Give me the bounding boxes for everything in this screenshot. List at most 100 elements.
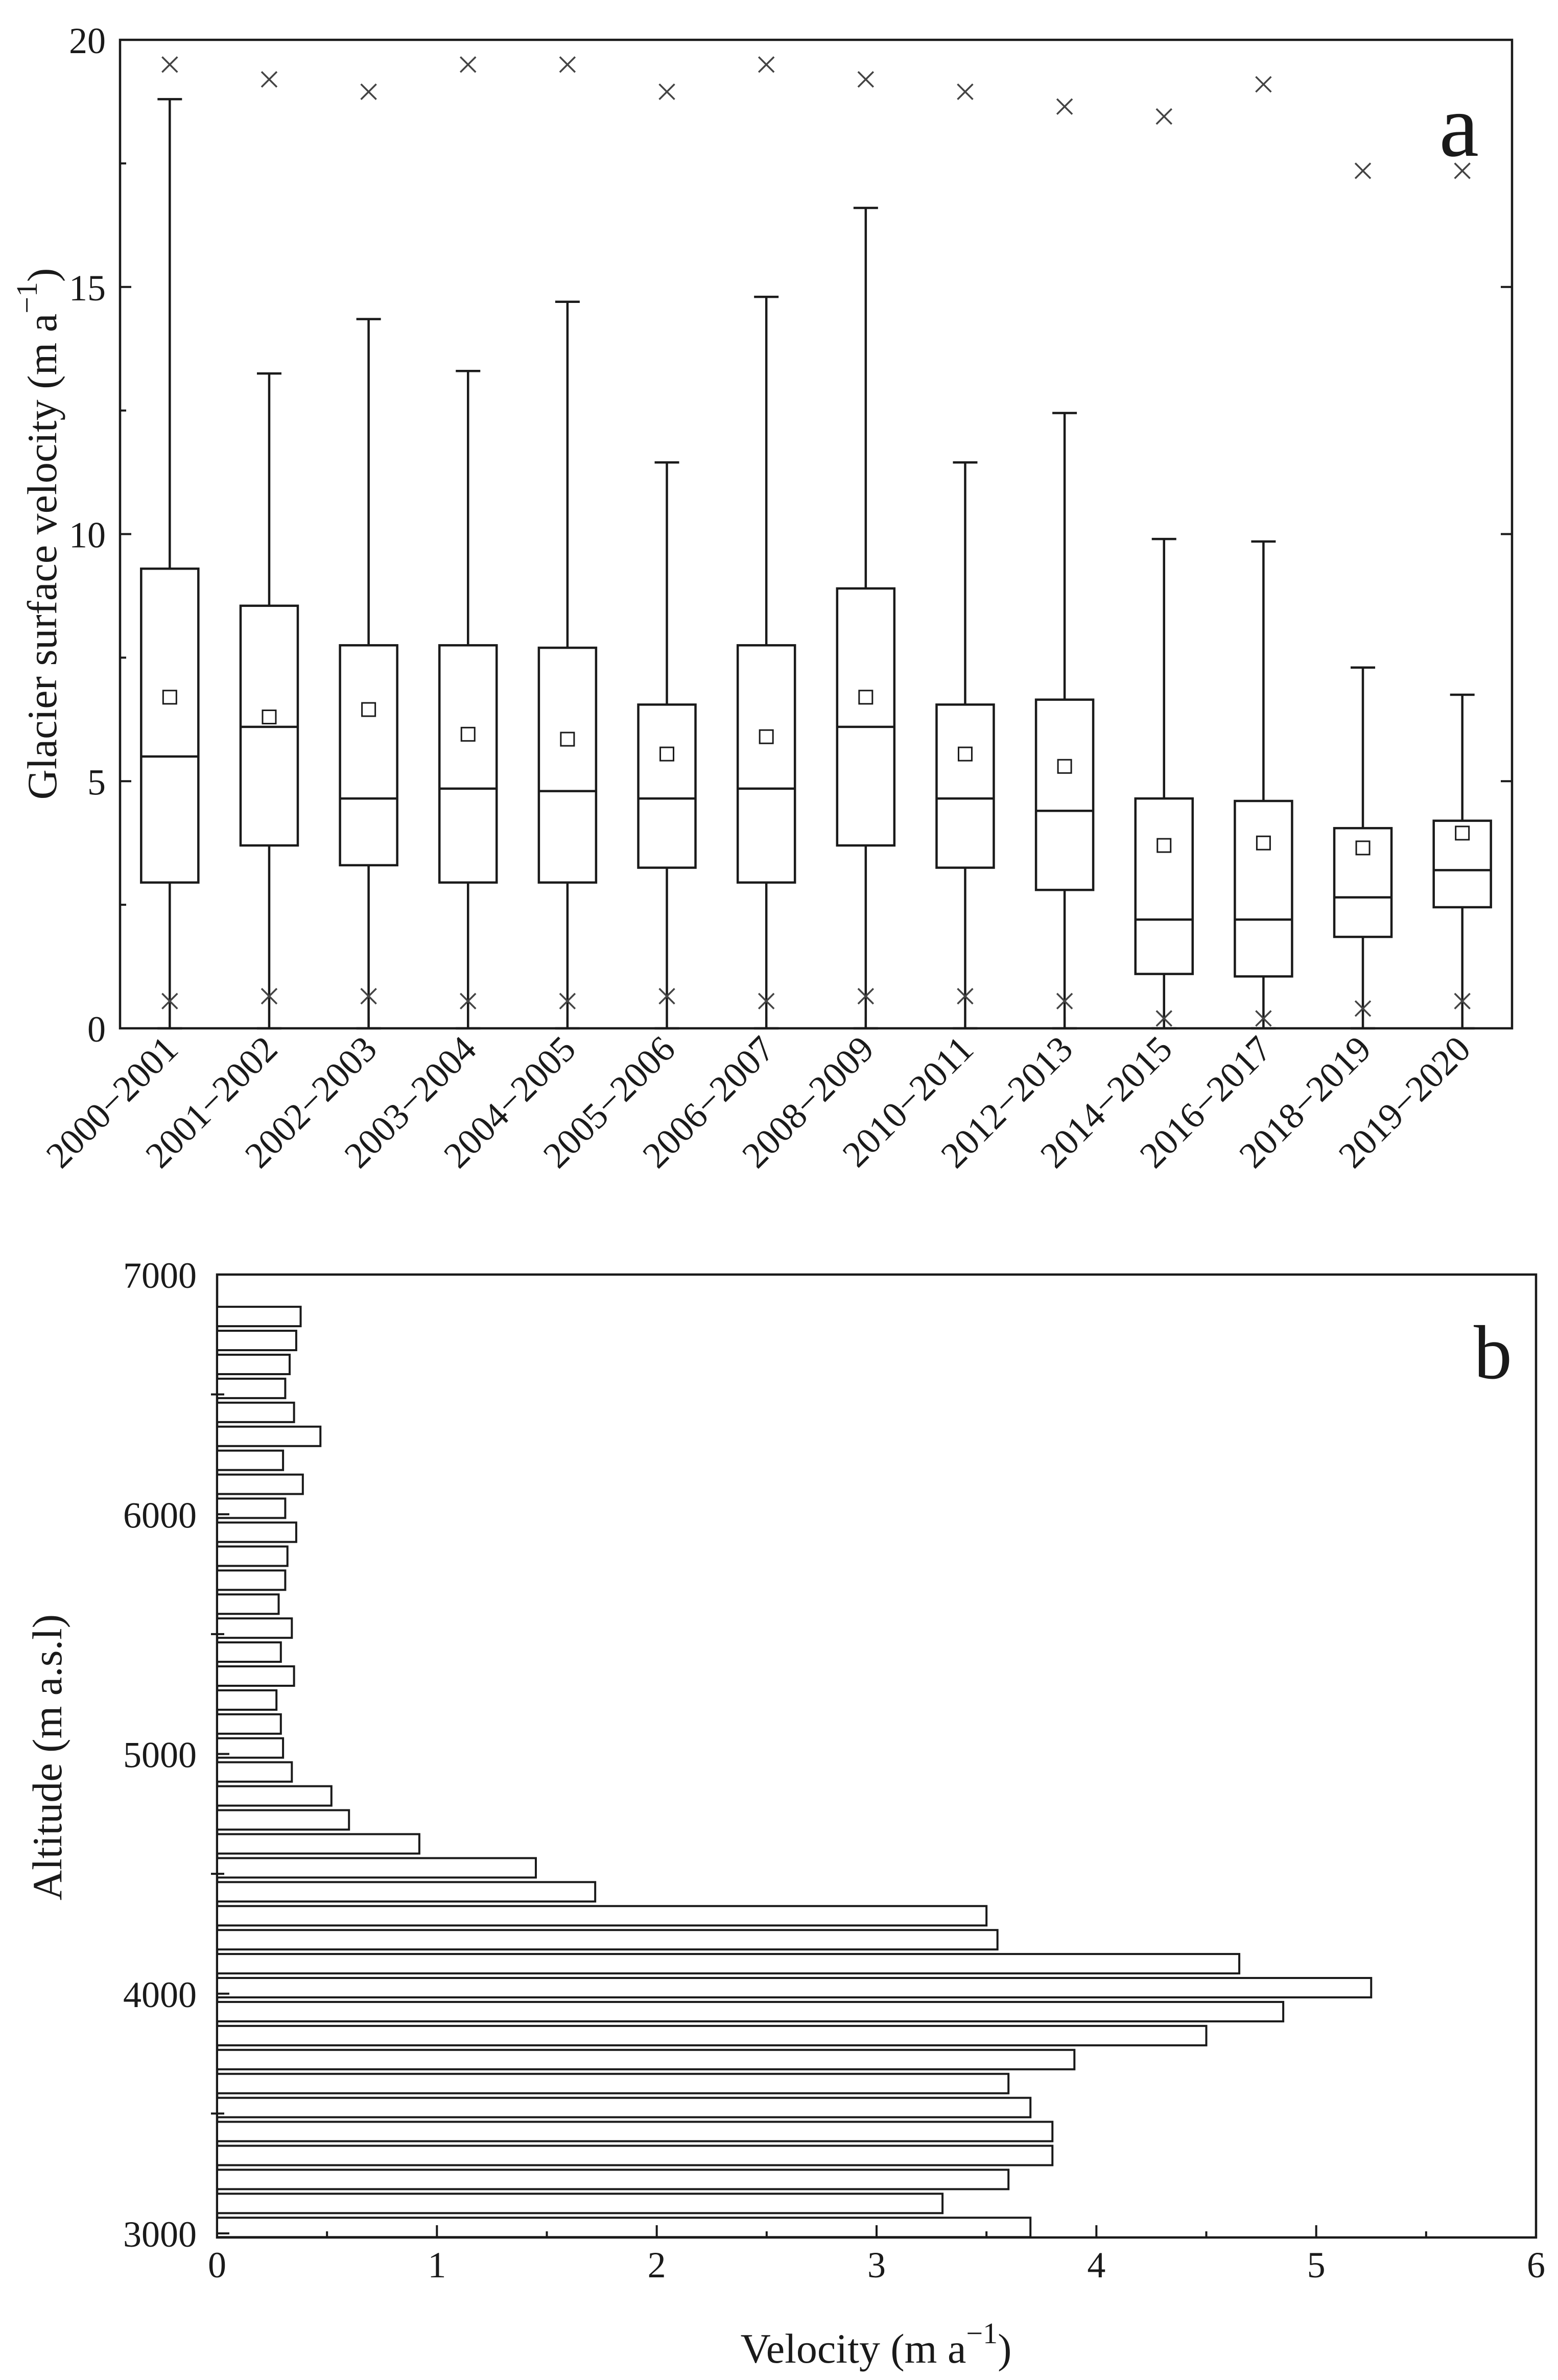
panel-a-min-marker-stroke [957,987,974,1005]
panel-a-max-marker [261,71,278,88]
panel-b-x-tick-label: 0 [208,2245,226,2285]
panel-a-max-marker [1255,76,1272,93]
panel-a-max-marker-stroke [857,71,875,88]
panel-b-bar [216,1641,282,1663]
panel-a-y-axis-title-main: Glacier surface velocity (m a [19,314,65,800]
panel-b-bar [216,2120,1054,2142]
panel-a-y-tick-label: 15 [69,268,106,309]
panel-b-x-axis-title: Velocity (m a−1) [741,2317,1012,2372]
panel-a-mean-marker [162,690,177,705]
panel-a-mean-marker [1057,759,1072,774]
panel-a-box [537,646,598,884]
panel-a-max-marker [857,71,875,88]
panel-b-x-tick-label: 2 [648,2245,666,2285]
panel-a-min-marker-stroke [1155,1010,1172,1027]
panel-b-label: b [1474,1310,1512,1395]
panel-a-max-marker-stroke [360,83,377,100]
panel-a-max-marker-stroke [161,56,178,73]
panel-b-bar [216,2145,1054,2166]
panel-a-min-marker-stroke [1454,993,1471,1010]
panel-b-bar [216,1857,537,1879]
panel-a-max-marker-stroke [658,83,675,100]
panel-b-bar [216,1905,988,1927]
panel-a-box [1034,698,1095,891]
panel-a-max-marker [1354,162,1372,179]
panel-b-bar [216,1425,322,1447]
panel-a-y-tick-label: 5 [87,762,106,803]
panel-b-bar [216,1785,333,1807]
panel-a-mean-marker [1455,826,1470,841]
panel-a-box-plot: a 0 5 10 15 20 2000−20012001−20022002−200320… [10,20,1514,1176]
panel-a-min-marker [1454,993,1471,1010]
panel-b-bars [216,1306,1373,2238]
panel-a-min-marker-stroke [1255,1010,1272,1027]
panel-a-min-marker [1354,1000,1372,1017]
panel-a-box [935,703,995,869]
panel-a-min-marker [758,993,775,1010]
panel-a-max-marker-stroke [559,56,576,73]
panel-a-max-marker-stroke [1454,162,1471,179]
panel-a-mean-marker [759,729,774,744]
panel-b-bar [216,2193,944,2214]
panel-a-min-marker [957,987,974,1005]
panel-a-min-marker-stroke [460,993,477,1010]
panel-b-bar [216,1953,1241,1975]
panel-b-bar [216,1330,297,1352]
panel-b-x-tick-label: 1 [428,2245,446,2285]
panel-a-y-axis: 0 5 10 15 20 [69,20,1512,1050]
panel-a-max-marker [1454,162,1471,179]
panel-a-box [239,604,299,847]
panel-a-x-axis: 2000−20012001−20022002−20032003−20042004… [38,1017,1478,1176]
panel-a-max-marker [161,56,178,73]
panel-a-max-marker [1056,98,1073,115]
panel-a-mean-marker [1355,840,1371,856]
panel-b-bar [216,2048,1076,2070]
panel-b-bar [216,1521,297,1543]
panel-a-min-marker-stroke [161,993,178,1010]
panel-b-bar [216,1545,289,1567]
panel-b-bar [216,1833,420,1855]
panel-b-bar [216,1617,293,1639]
panel-a-min-marker [360,987,377,1005]
panel-b-x-tick-label: 4 [1087,2245,1105,2285]
panel-a-min-marker-stroke [261,987,278,1005]
panel-a-box [1234,799,1293,978]
panel-a-max-marker-stroke [1155,108,1172,125]
panel-b-bar [216,1306,302,1328]
panel-b-bar [216,1665,295,1687]
panel-b-y-tick-label: 3000 [123,2214,197,2255]
panel-a-mean-marker [1256,835,1271,851]
panel-a-mean-marker [957,746,973,762]
panel-a-max-marker-stroke [1354,162,1372,179]
panel-a-max-marker [758,56,775,73]
panel-a-max-marker [460,56,477,73]
panel-a-max-marker-stroke [957,83,974,100]
panel-b-bar [216,1569,287,1591]
panel-b-bar [216,1809,350,1831]
panel-a-min-marker-stroke [360,987,377,1005]
panel-b-x-axis: 0 1 2 3 4 5 6 [208,2225,1545,2285]
panel-b-bar [216,1761,293,1783]
panel-a-max-marker [559,56,576,73]
panel-b-bar [216,1473,304,1495]
panel-b-y-axis: 3000 4000 5000 6000 7000 [123,1255,229,2255]
panel-a-max-marker-stroke [261,71,278,88]
panel-a-y-axis-title: Glacier surface velocity (m a−1) [10,268,65,800]
panel-b-bar [216,2217,1032,2238]
panel-b-bar [216,1377,287,1399]
panel-b-bar [216,1449,285,1471]
panel-a-min-marker [857,987,875,1005]
panel-a-min-marker [460,993,477,1010]
panel-a-mean-marker [560,732,575,747]
panel-a-max-marker [957,83,974,100]
panel-b-y-tick-label: 5000 [123,1735,197,1776]
panel-b-bar [216,1593,280,1615]
panel-b-x-axis-title-end: ) [998,2325,1011,2372]
panel-b-bar [216,2024,1208,2046]
panel-b-bar [216,1689,278,1711]
panel-b-x-axis-title-main: Velocity (m a [741,2325,966,2372]
panel-a-min-marker-stroke [658,987,675,1005]
panel-a-min-marker [658,987,675,1005]
panel-a-min-marker [559,993,576,1010]
